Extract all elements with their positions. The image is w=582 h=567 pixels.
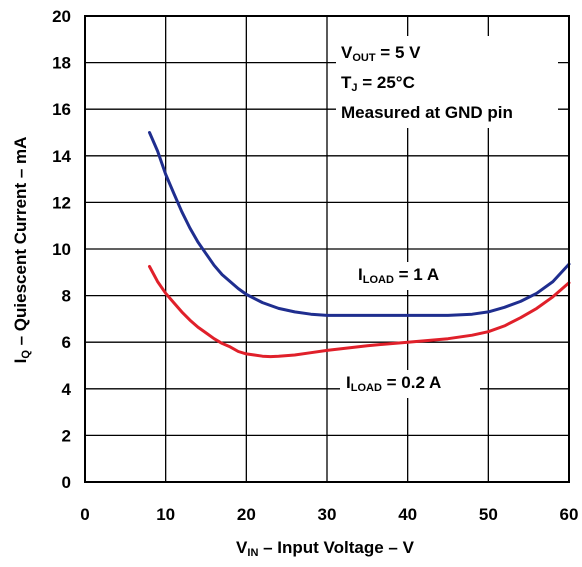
y-tick-label: 12 (52, 193, 71, 212)
y-tick-label: 8 (62, 287, 71, 306)
series-label-background (352, 262, 462, 290)
y-axis-title: IQ – Quiescent Current – mA (11, 137, 32, 364)
x-tick-label: 20 (237, 505, 256, 524)
y-tick-label: 10 (52, 240, 71, 259)
grid (84, 15, 570, 483)
x-tick-label: 50 (479, 505, 498, 524)
vout-annotation: VOUT = 5 V (341, 43, 421, 64)
y-tick-label: 16 (52, 100, 71, 119)
measured-annotation: Measured at GND pin (341, 103, 513, 122)
tick-labels: 0 10 20 30 40 50 60 0 2 4 6 8 10 12 14 16 18 20 (52, 7, 578, 524)
series-line-1a (148, 131, 571, 317)
y-tick-label: 6 (62, 333, 71, 352)
x-tick-label: 40 (398, 505, 417, 524)
y-tick-label: 20 (52, 7, 71, 26)
x-tick-label: 10 (156, 505, 175, 524)
series-label-0-2a: ILOAD = 0.2 A (346, 373, 441, 394)
plot-frame (84, 15, 570, 483)
y-tick-label: 4 (62, 380, 72, 399)
y-tick-label: 18 (52, 54, 71, 73)
series-lines (148, 131, 571, 359)
annotation-background (336, 36, 558, 128)
x-tick-label: 0 (80, 505, 89, 524)
x-tick-label: 30 (318, 505, 337, 524)
x-axis-title: VIN – Input Voltage – V (236, 538, 415, 559)
series-label-1a: ILOAD = 1 A (358, 265, 439, 286)
y-tick-label: 0 (62, 473, 71, 492)
x-tick-label: 60 (560, 505, 579, 524)
y-tick-label: 2 (62, 426, 71, 445)
series-line-0-2a (148, 265, 571, 359)
series-label-background (340, 370, 480, 398)
y-tick-label: 14 (52, 147, 71, 166)
tj-annotation: TJ = 25°C (341, 73, 415, 94)
